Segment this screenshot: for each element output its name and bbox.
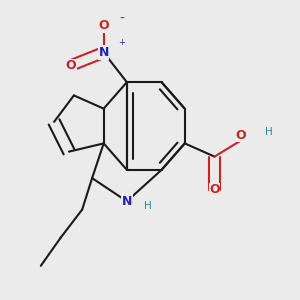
Text: O: O bbox=[98, 20, 109, 32]
Text: O: O bbox=[65, 59, 76, 72]
Text: N: N bbox=[98, 46, 109, 59]
Text: +: + bbox=[118, 38, 125, 47]
Text: H: H bbox=[265, 127, 273, 137]
Text: -: - bbox=[119, 12, 124, 26]
Text: O: O bbox=[209, 183, 220, 196]
Text: N: N bbox=[122, 195, 132, 208]
Text: H: H bbox=[145, 201, 152, 211]
Text: O: O bbox=[236, 129, 246, 142]
